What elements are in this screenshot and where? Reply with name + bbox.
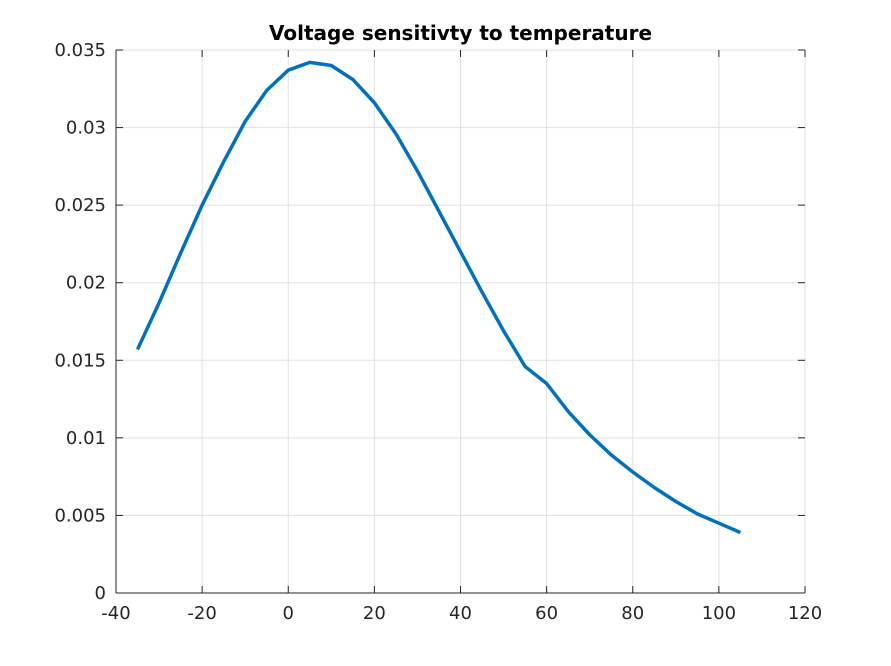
x-tick-label: 40 bbox=[449, 603, 472, 624]
y-tick-label: 0.025 bbox=[54, 195, 106, 216]
tick-labels: -40 -20 0 20 40 60 80 100 120 0 0.005 0.01 0.015 0.02… bbox=[54, 40, 822, 624]
y-tick-label: 0.035 bbox=[54, 40, 106, 61]
y-tick-label: 0.015 bbox=[54, 350, 106, 371]
x-tick-label: -20 bbox=[187, 603, 216, 624]
y-tick-label: 0.02 bbox=[66, 273, 106, 294]
x-tick-label: -40 bbox=[101, 603, 130, 624]
grid bbox=[115, 49, 806, 594]
y-tick-label: 0.01 bbox=[66, 428, 106, 449]
series-line bbox=[135, 60, 742, 535]
x-tick-label: 20 bbox=[363, 603, 386, 624]
y-tick-label: 0.03 bbox=[66, 118, 106, 139]
x-tick-label: 100 bbox=[702, 603, 736, 624]
y-tick-label: 0.005 bbox=[54, 505, 106, 526]
x-tick-label: 80 bbox=[621, 603, 644, 624]
series-layer bbox=[135, 60, 742, 535]
x-tick-label: 120 bbox=[788, 603, 822, 624]
chart-title: Voltage sensitivty to temperature bbox=[269, 21, 652, 45]
x-tick-label: 0 bbox=[283, 603, 294, 624]
y-tick-label: 0 bbox=[95, 583, 106, 604]
axes bbox=[115, 49, 806, 594]
x-tick-label: 60 bbox=[535, 603, 558, 624]
